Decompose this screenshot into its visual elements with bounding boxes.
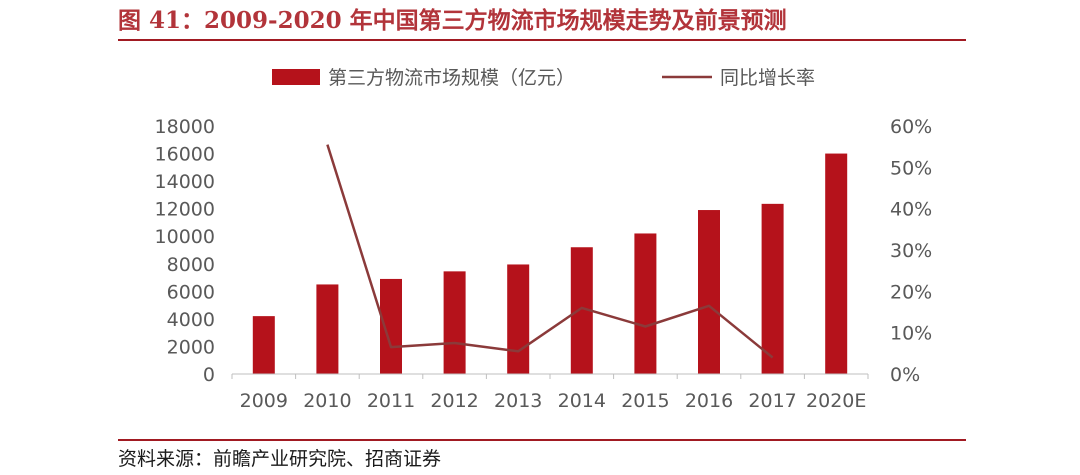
right-tick-label: 40%	[890, 199, 932, 221]
left-axis: 0 2000 4000 6000 8000 10000 12000 14000 16000 180…	[155, 116, 215, 386]
figure-title: 图 41：2009-2020 年中国第三方物流市场规模走势及前景预测	[118, 7, 787, 34]
left-tick-label: 4000	[167, 309, 215, 331]
x-tick-label: 2012	[430, 390, 478, 412]
legend-bar-label: 第三方物流市场规模（亿元）	[328, 67, 575, 89]
x-tick-label: 2020E	[806, 390, 866, 412]
legend-line-label: 同比增长率	[720, 67, 815, 89]
bar-series	[252, 153, 848, 374]
right-tick-label: 10%	[890, 323, 932, 345]
bar-2013	[507, 264, 530, 374]
right-tick-label: 60%	[890, 116, 932, 138]
bar-2014	[570, 247, 593, 374]
bar-2012	[443, 271, 466, 374]
x-tick-label: 2009	[240, 390, 288, 412]
left-tick-label: 16000	[155, 144, 215, 166]
source-rule	[118, 439, 966, 441]
right-tick-label: 20%	[890, 281, 932, 303]
x-tick-label: 2013	[494, 390, 542, 412]
right-tick-label: 0%	[890, 364, 920, 386]
left-tick-label: 2000	[167, 336, 215, 358]
right-tick-label: 50%	[890, 157, 932, 179]
x-tick-label: 2017	[748, 390, 796, 412]
bar-2020E	[825, 153, 848, 374]
x-axis: 2009 2010 2011 2012 2013 2014 2015 2016 2017 2020…	[240, 390, 867, 412]
left-tick-label: 6000	[167, 281, 215, 303]
x-tick-label: 2011	[367, 390, 415, 412]
bar-2010	[316, 284, 339, 374]
left-tick-label: 8000	[167, 254, 215, 276]
bar-2015	[634, 233, 657, 374]
left-tick-label: 10000	[155, 226, 215, 248]
right-tick-label: 30%	[890, 240, 932, 262]
bar-2011	[380, 278, 402, 374]
legend: 第三方物流市场规模（亿元） 同比增长率	[272, 67, 815, 89]
x-tick-label: 2016	[685, 390, 733, 412]
left-tick-label: 0	[203, 364, 215, 386]
bar-2009	[252, 316, 275, 374]
source-note: 资料来源：前瞻产业研究院、招商证券	[118, 448, 442, 470]
right-axis: 0% 10% 20% 30% 40% 50% 60%	[890, 116, 932, 386]
x-tick-label: 2010	[303, 390, 351, 412]
bar-2017	[761, 203, 784, 374]
growth-rate-line	[326, 144, 774, 359]
legend-bar-swatch	[272, 69, 320, 85]
left-tick-label: 14000	[155, 171, 215, 193]
title-rule	[118, 39, 966, 41]
left-tick-label: 18000	[155, 116, 215, 138]
x-tick-label: 2015	[621, 390, 669, 412]
x-tick-label: 2014	[558, 390, 606, 412]
bar-2016	[698, 210, 720, 374]
left-tick-label: 12000	[155, 199, 215, 221]
x-axis-tick-marks	[231, 374, 869, 379]
